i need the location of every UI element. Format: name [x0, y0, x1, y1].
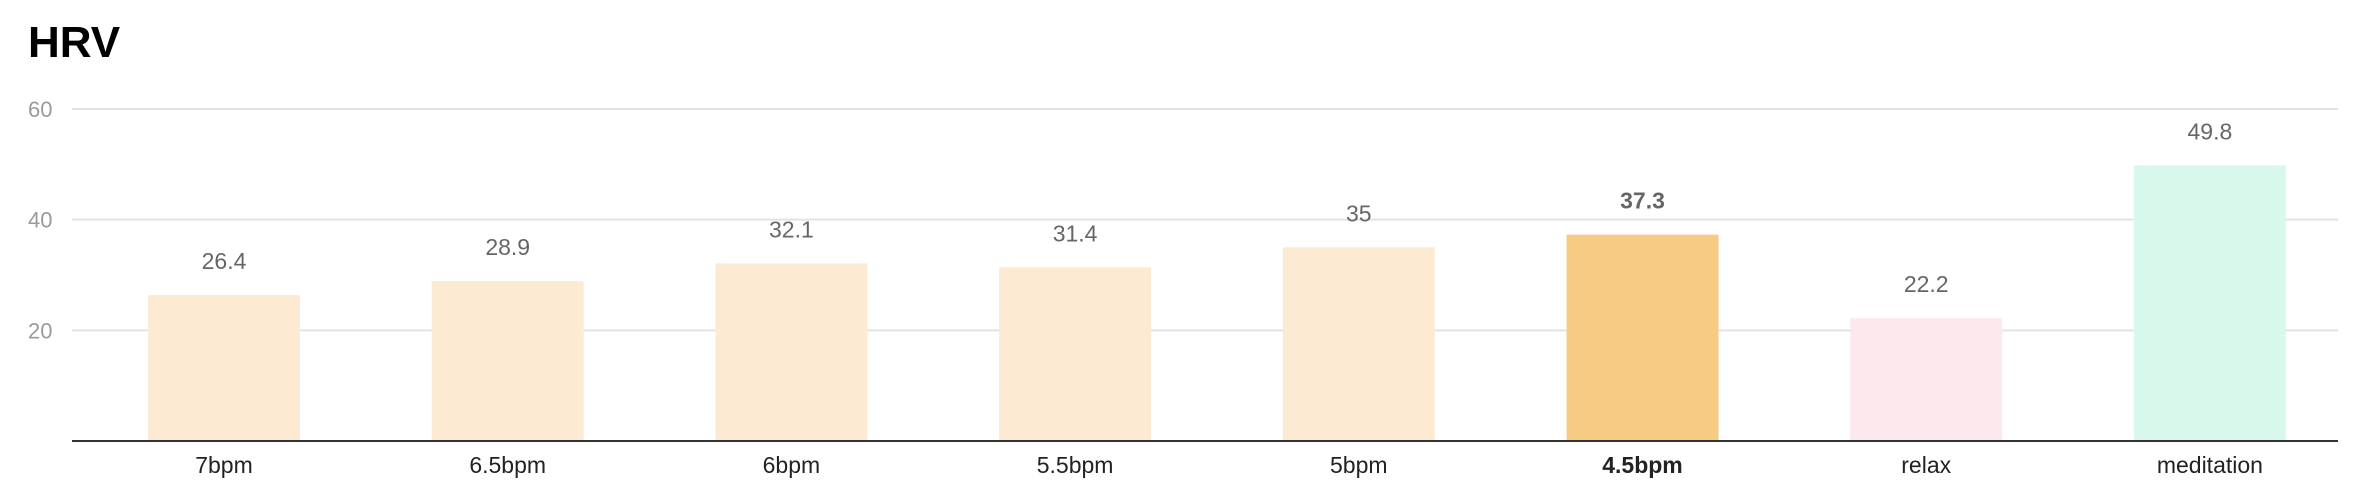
bar	[1850, 318, 2003, 441]
x-tick-label: relax	[1901, 452, 1951, 478]
bar	[1282, 247, 1435, 441]
x-tick-label: 5bpm	[1330, 452, 1388, 478]
data-label: 31.4	[1053, 220, 1098, 246]
chart-title: HRV	[28, 18, 121, 67]
data-label: 26.4	[202, 248, 247, 274]
y-tick-label: 40	[28, 208, 52, 233]
bar	[1566, 234, 1719, 441]
data-label: 37.3	[1620, 188, 1665, 214]
x-tick-label: 6bpm	[763, 452, 821, 478]
x-tick-label: meditation	[2157, 452, 2263, 478]
bar	[715, 263, 868, 441]
data-label: 32.1	[769, 216, 814, 242]
bar	[2133, 165, 2286, 441]
x-tick-label: 6.5bpm	[469, 452, 546, 478]
data-label: 35	[1346, 200, 1372, 226]
x-tick-label: 7bpm	[195, 452, 253, 478]
bar	[999, 267, 1152, 441]
y-tick-label: 20	[28, 318, 52, 343]
y-tick-label: 60	[28, 97, 52, 122]
bar	[148, 294, 300, 441]
data-label: 49.8	[2188, 118, 2233, 144]
data-label: 28.9	[485, 234, 530, 260]
x-tick-label: 5.5bpm	[1037, 452, 1114, 478]
x-tick-label: 4.5bpm	[1602, 452, 1683, 478]
data-label: 22.2	[1904, 271, 1949, 297]
bar	[431, 281, 584, 441]
